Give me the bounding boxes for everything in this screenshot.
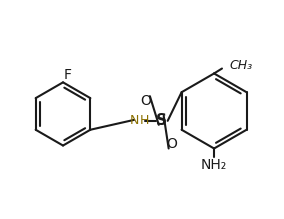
Text: S: S — [156, 113, 167, 128]
Text: N: N — [130, 114, 139, 127]
Text: CH₃: CH₃ — [230, 59, 253, 72]
Text: F: F — [64, 69, 72, 82]
Text: O: O — [166, 137, 177, 150]
Text: H: H — [140, 114, 149, 127]
Text: O: O — [141, 94, 151, 108]
Text: NH₂: NH₂ — [201, 158, 227, 172]
